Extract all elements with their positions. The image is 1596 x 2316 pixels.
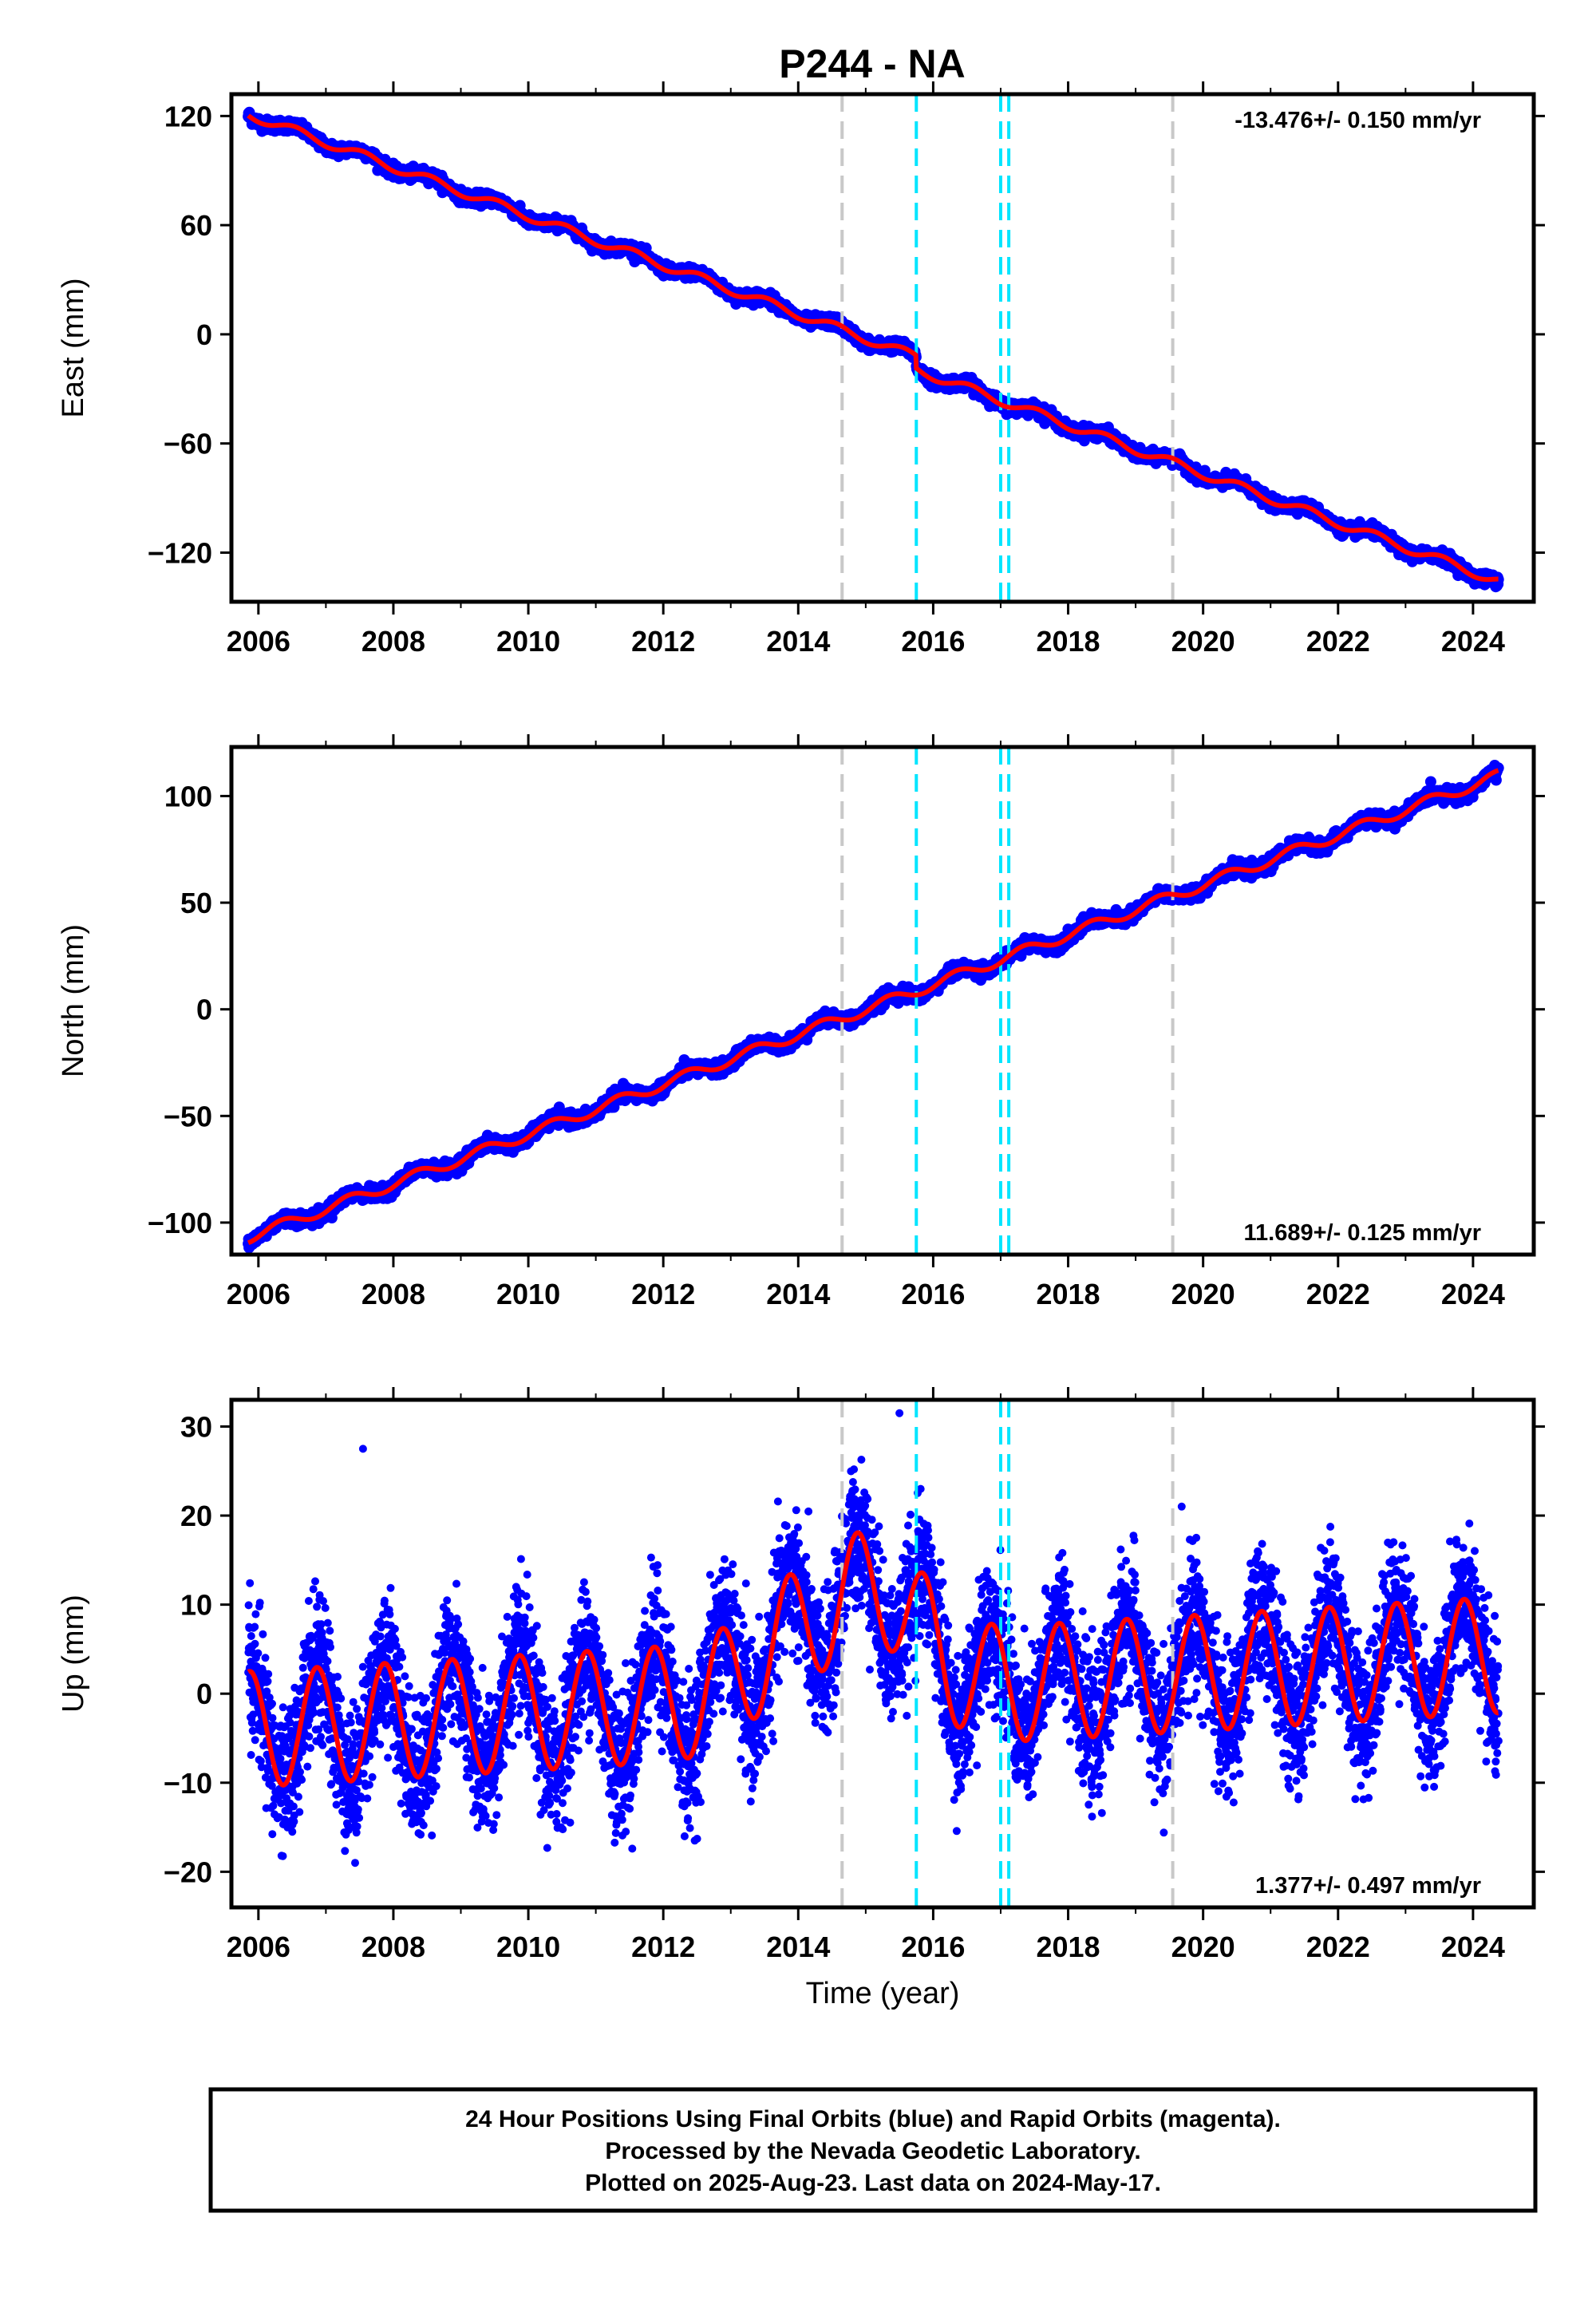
x-tick-label: 2008: [361, 625, 425, 658]
y-tick-label: −120: [148, 536, 212, 569]
x-tick-label: 2018: [1036, 625, 1100, 658]
x-tick-label: 2006: [227, 625, 290, 658]
x-tick-label: 2020: [1171, 625, 1235, 658]
data-points: [243, 106, 1504, 593]
y-tick-label: 0: [196, 318, 212, 351]
x-tick-label: 2024: [1441, 625, 1505, 658]
x-tick-label: 2012: [631, 625, 695, 658]
y-tick-label: 60: [180, 209, 212, 242]
east-panel: −120 −60 0 60 120 2006 2008 2010 2012 2014 2016 201…: [57, 81, 1545, 658]
figure-title: P244 - NA: [779, 41, 965, 86]
x-tick-label: 2016: [901, 625, 965, 658]
y-axis-label: East (mm): [57, 278, 90, 417]
rate-label: -13.476+/- 0.150 mm/yr: [1235, 108, 1481, 133]
y-tick-label: 120: [164, 100, 212, 132]
y-tick-label: −60: [164, 428, 212, 460]
x-tick-label: 2022: [1306, 625, 1370, 658]
x-tick-label: 2014: [766, 625, 830, 658]
x-tick-label: 2010: [496, 625, 560, 658]
